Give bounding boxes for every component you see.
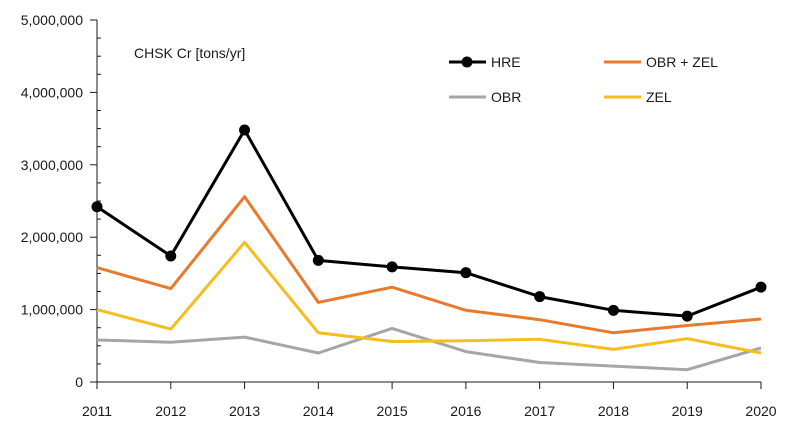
y-tick-label: 1,000,000 [21, 302, 83, 318]
data-point-hre [239, 124, 251, 136]
x-tick-label: 2018 [598, 403, 629, 419]
chart-annotation: CHSK Cr [tons/yr] [134, 45, 245, 61]
data-point-hre [607, 304, 619, 316]
data-point-hre [165, 250, 177, 262]
x-tick-label: 2016 [450, 403, 481, 419]
legend-label-hre: HRE [491, 54, 521, 70]
x-tick-label: 2014 [303, 403, 334, 419]
data-point-hre [386, 261, 398, 273]
x-tick-label: 2011 [82, 403, 112, 419]
y-tick-label: 4,000,000 [21, 84, 83, 100]
x-tick-label: 2012 [155, 403, 186, 419]
series-line-obr-zel [96, 195, 762, 335]
legend-label-obr-zel: OBR + ZEL [646, 54, 718, 70]
legend-label-obr: OBR [491, 89, 521, 105]
series-line-obr [96, 326, 762, 372]
data-point-hre [91, 201, 103, 213]
y-tick-label: 0 [75, 374, 83, 390]
data-point-hre [460, 267, 472, 279]
y-tick-label: 5,000,000 [21, 12, 83, 28]
x-tick-label: 2015 [377, 403, 408, 419]
series-line-zel [96, 240, 762, 355]
x-tick-label: 2017 [524, 403, 555, 419]
series-line-hre [96, 128, 762, 318]
x-tick-label: 2020 [745, 403, 776, 419]
data-point-hre [755, 281, 767, 293]
axes: 0 1,000,000 2,000,000 3,000,000 4,000,000 5,0… [21, 12, 777, 419]
y-tick-label: 3,000,000 [21, 157, 83, 173]
legend: HRE OBR + ZEL OBR ZEL [449, 54, 718, 105]
data-point-hre [534, 291, 546, 303]
series-layer [91, 124, 767, 372]
y-tick-label: 2,000,000 [21, 229, 83, 245]
legend-marker-hre [461, 56, 473, 68]
legend-label-zel: ZEL [646, 89, 672, 105]
data-point-hre [681, 310, 693, 322]
x-tick-label: 2013 [229, 403, 260, 419]
data-point-hre [312, 254, 324, 266]
x-tick-label: 2019 [672, 403, 703, 419]
